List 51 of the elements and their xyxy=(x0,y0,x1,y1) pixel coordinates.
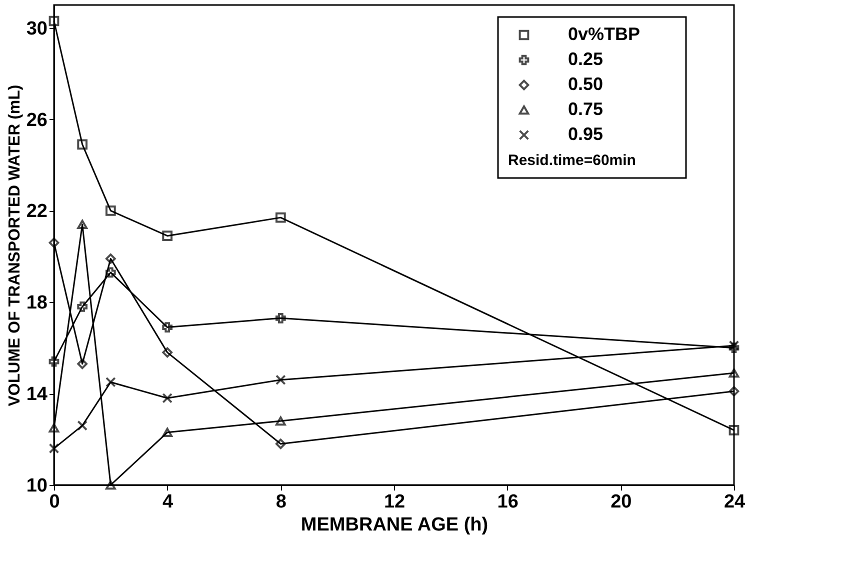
y-tick-label: 10 xyxy=(26,476,48,496)
point xyxy=(105,480,116,490)
point xyxy=(77,220,88,230)
point xyxy=(162,347,173,358)
x-tick-label: 0 xyxy=(49,492,60,512)
y-tick-label: 30 xyxy=(26,18,48,40)
point xyxy=(105,267,116,278)
point xyxy=(728,424,740,436)
y-tick-label: 14 xyxy=(26,384,48,406)
legend-label: 0.75 xyxy=(568,99,604,119)
point xyxy=(77,420,88,431)
point xyxy=(275,438,286,450)
y-tick-label: 22 xyxy=(26,201,48,222)
x-tick-label: 4 xyxy=(162,492,174,512)
point xyxy=(105,376,116,388)
y-tick-label: 18 xyxy=(26,292,48,314)
point xyxy=(162,230,173,242)
point xyxy=(105,206,116,216)
point xyxy=(48,356,60,367)
point xyxy=(162,428,173,438)
annotation: Resid.time=60min xyxy=(508,152,636,169)
legend-label: 0.25 xyxy=(568,49,604,69)
point xyxy=(275,374,286,386)
point xyxy=(77,358,88,370)
point xyxy=(275,416,286,426)
x-tick-label: 8 xyxy=(276,492,286,512)
x-tick-label: 16 xyxy=(497,492,518,512)
x-tick-label: 12 xyxy=(384,492,406,512)
point xyxy=(728,368,740,378)
point xyxy=(77,302,88,312)
y-axis-title: VOLUME OF TRANSPORTED WATER (mL) xyxy=(6,84,24,406)
legend-label: 0v%TBP xyxy=(568,24,640,44)
point xyxy=(48,16,60,26)
y-tick-label: 26 xyxy=(26,110,48,131)
point xyxy=(275,312,286,324)
point xyxy=(275,212,286,223)
legend-label: 0.95 xyxy=(568,124,604,144)
point xyxy=(162,322,173,332)
x-tick-label: 24 xyxy=(724,492,746,512)
point xyxy=(48,423,60,432)
x-axis-title: MEMBRANE AGE (h) xyxy=(300,514,488,536)
point xyxy=(77,139,88,150)
point xyxy=(162,392,173,404)
point xyxy=(48,443,60,454)
x-tick-label: 20 xyxy=(610,492,632,512)
legend-label: 0.50 xyxy=(568,74,604,94)
point xyxy=(728,342,740,354)
point xyxy=(728,386,740,396)
point xyxy=(728,340,740,351)
point xyxy=(48,238,60,248)
point xyxy=(105,254,116,264)
